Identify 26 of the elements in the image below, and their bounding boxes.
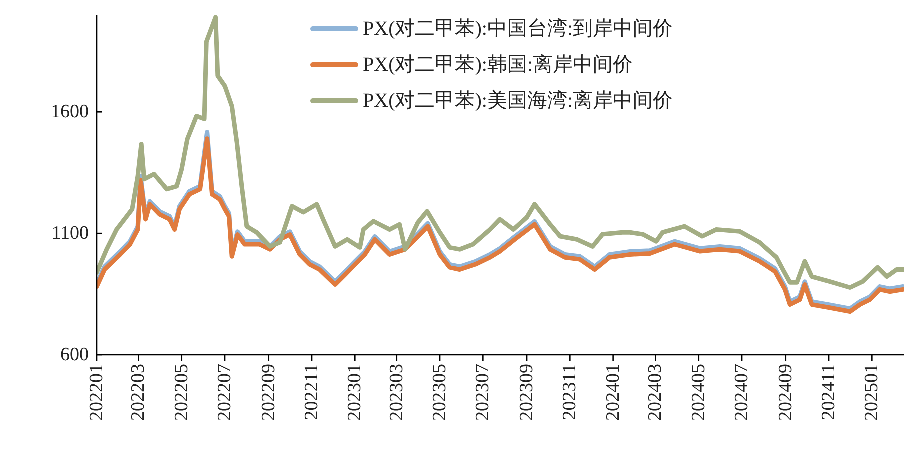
x-tick-label: 202407 [732, 364, 753, 421]
x-tick-label: 202501 [862, 364, 883, 421]
x-tick-label: 202305 [430, 364, 451, 421]
x-tick-label: 202211 [302, 364, 323, 420]
line-series [97, 15, 904, 290]
y-tick-label: 600 [60, 344, 89, 366]
x-tick-label: 202405 [688, 364, 710, 421]
x-tick-label: 202307 [472, 364, 494, 421]
x-tick-label: 202301 [344, 364, 366, 421]
legend-label: PX(对二甲苯):中国台湾:到岸中间价 [363, 18, 673, 40]
x-tick-label: 202311 [560, 364, 581, 420]
x-tick-label: 202203 [128, 364, 150, 421]
x-tick-label: 202409 [775, 364, 796, 421]
y-tick-label: 1100 [52, 223, 89, 244]
legend-label: PX(对二甲苯):美国海湾:离岸中间价 [363, 89, 673, 112]
x-tick-label: 202411 [818, 364, 840, 420]
x-tick-label: 202207 [214, 364, 236, 421]
x-tick-label: 202401 [602, 364, 624, 421]
x-tick-label: 202205 [171, 364, 192, 421]
y-tick-label: 1600 [51, 102, 89, 123]
x-tick-label: 202403 [645, 364, 666, 421]
x-tick-label: 202201 [86, 364, 108, 421]
x-tick-label: 202209 [258, 364, 280, 421]
x-tick-label: 202309 [516, 364, 538, 421]
x-tick-label: 202303 [386, 364, 408, 421]
legend-label: PX(对二甲苯):韩国:离岸中间价 [363, 54, 633, 76]
